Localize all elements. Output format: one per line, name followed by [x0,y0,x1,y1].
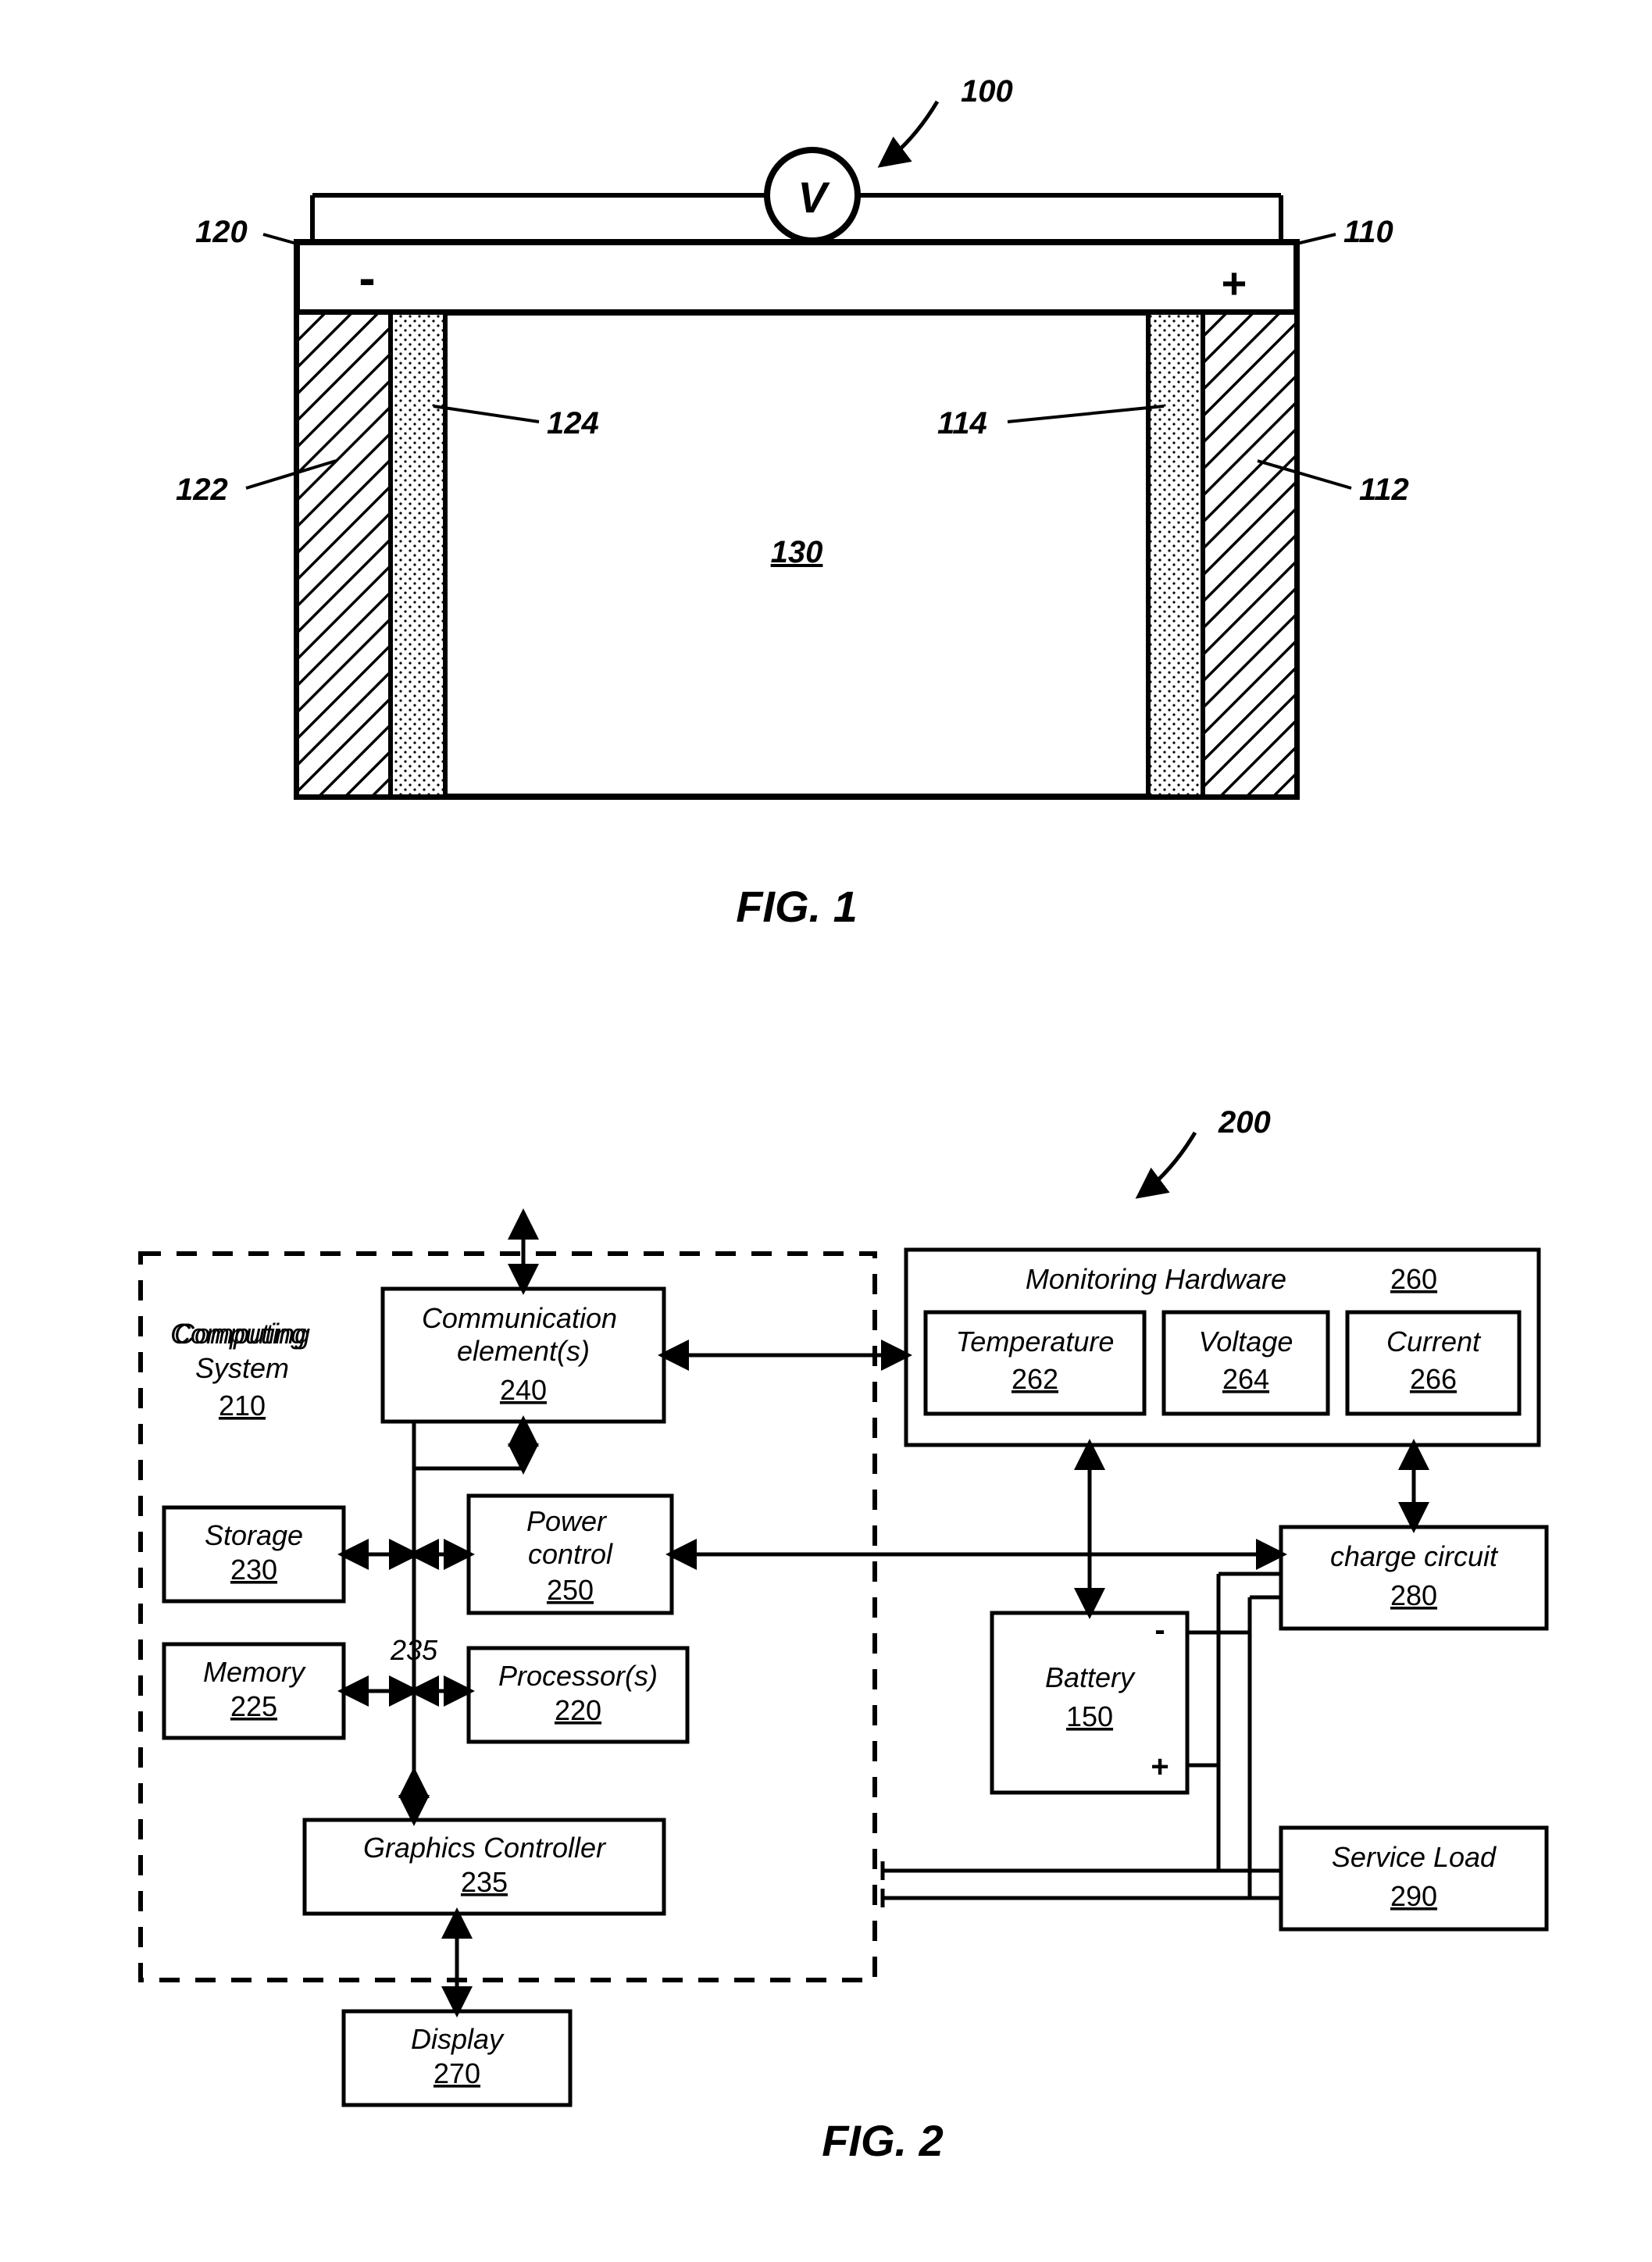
electrode-left [391,312,445,797]
monitoring-title: Monitoring Hardware [1026,1263,1286,1295]
voltmeter-label: V [797,173,830,222]
charge-num: 280 [1390,1579,1437,1611]
monitoring-num: 260 [1390,1263,1437,1295]
ref-120: 120 [195,215,248,249]
ref-114: 114 [937,406,987,441]
battery-num: 150 [1066,1700,1113,1732]
cell-top-bar: - + [297,242,1297,312]
processors-title: Processor(s) [498,1660,658,1692]
power-num: 250 [547,1574,594,1606]
storage-num: 230 [230,1554,277,1586]
voltage-num: 264 [1222,1363,1269,1395]
computing-system-num: 210 [219,1390,266,1422]
temperature-title: Temperature [956,1325,1115,1358]
battery-title: Battery [1045,1661,1136,1693]
current-num: 266 [1410,1363,1457,1395]
plus-terminal: + [1222,259,1247,308]
storage-title: Storage [205,1519,303,1551]
minus-terminal: - [359,250,375,306]
ref-124: 124 [547,406,599,441]
fig2-title: FIG. 2 [822,2116,944,2165]
memory-num: 225 [230,1690,277,1722]
service-title: Service Load [1332,1841,1497,1873]
ref-arrow-100 [883,102,937,164]
ref-122: 122 [176,473,228,507]
temperature-num: 262 [1012,1363,1058,1395]
collector-right [1203,312,1297,797]
comm-num: 240 [500,1374,547,1406]
display-num: 270 [434,2057,480,2089]
battery-minus: - [1154,1613,1165,1647]
current-title: Current [1386,1325,1482,1358]
graphics-num: 235 [461,1866,508,1898]
fig1-title: FIG. 1 [736,882,858,931]
diagram-canvas: 100 - + V 13 [0,0,1652,2262]
power-title: Power control [526,1505,614,1570]
ref-110: 110 [1343,215,1393,249]
ref-arrow-200 [1140,1133,1195,1195]
ref-100: 100 [961,74,1013,109]
collector-left [297,312,391,797]
computing-system-label: Computing System [170,1318,314,1384]
battery-plus: + [1151,1750,1169,1784]
display-title: Display [411,2023,505,2055]
electrode-right [1148,312,1203,797]
voltage-title: Voltage [1199,1325,1293,1358]
ref-200: 200 [1218,1105,1271,1140]
graphics-title: Graphics Controller [363,1832,607,1864]
fig1: 100 - + V 13 [176,74,1409,931]
charge-title: charge circuit [1330,1540,1499,1572]
service-num: 290 [1390,1880,1437,1912]
processors-num: 220 [555,1694,601,1726]
ref-130: 130 [771,535,823,569]
bus-label: 235 [390,1634,438,1666]
cell-body: 130 [297,312,1297,797]
memory-title: Memory [203,1656,306,1688]
fig2: 200 Computing Computing System 210 Commu… [141,1105,1547,2165]
ref-112: 112 [1359,473,1409,507]
